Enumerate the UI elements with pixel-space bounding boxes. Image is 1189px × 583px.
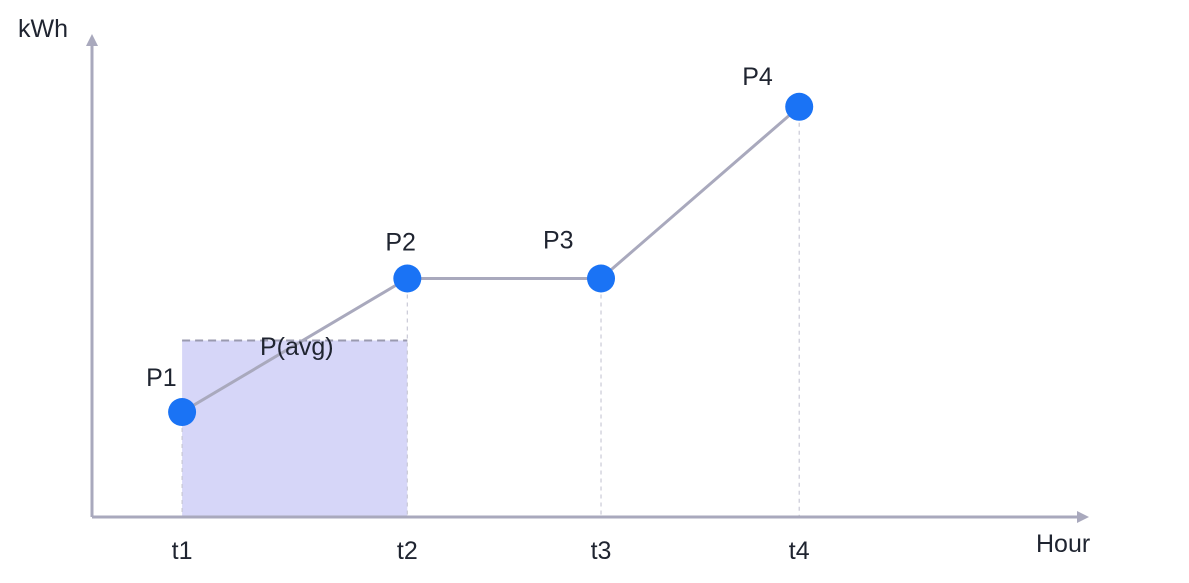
x-tick-label-t4: t4: [789, 537, 810, 565]
data-point-p4: [785, 92, 814, 121]
x-tick-label-t2: t2: [397, 537, 418, 565]
x-axis-label: Hour: [1036, 530, 1090, 558]
x-tick-labels: t1 t2 t3 t4: [172, 537, 810, 565]
data-points: [168, 92, 814, 427]
data-point-p1: [168, 398, 197, 427]
data-point-p3: [587, 264, 616, 293]
x-tick-label-t3: t3: [591, 537, 612, 565]
point-labels: P1 P2 P3 P4: [146, 63, 773, 392]
point-label-p1: P1: [146, 364, 177, 392]
vertical-guides: [181, 106, 800, 517]
point-label-p4: P4: [742, 63, 773, 91]
x-tick-label-t1: t1: [172, 537, 193, 565]
series-line: [181, 105, 801, 414]
point-label-p3: P3: [543, 227, 574, 255]
y-axis-label: kWh: [18, 15, 68, 43]
data-point-p2: [393, 264, 422, 293]
average-area: [182, 340, 408, 517]
point-label-p2: P2: [385, 229, 416, 257]
average-label: P(avg): [260, 333, 334, 361]
